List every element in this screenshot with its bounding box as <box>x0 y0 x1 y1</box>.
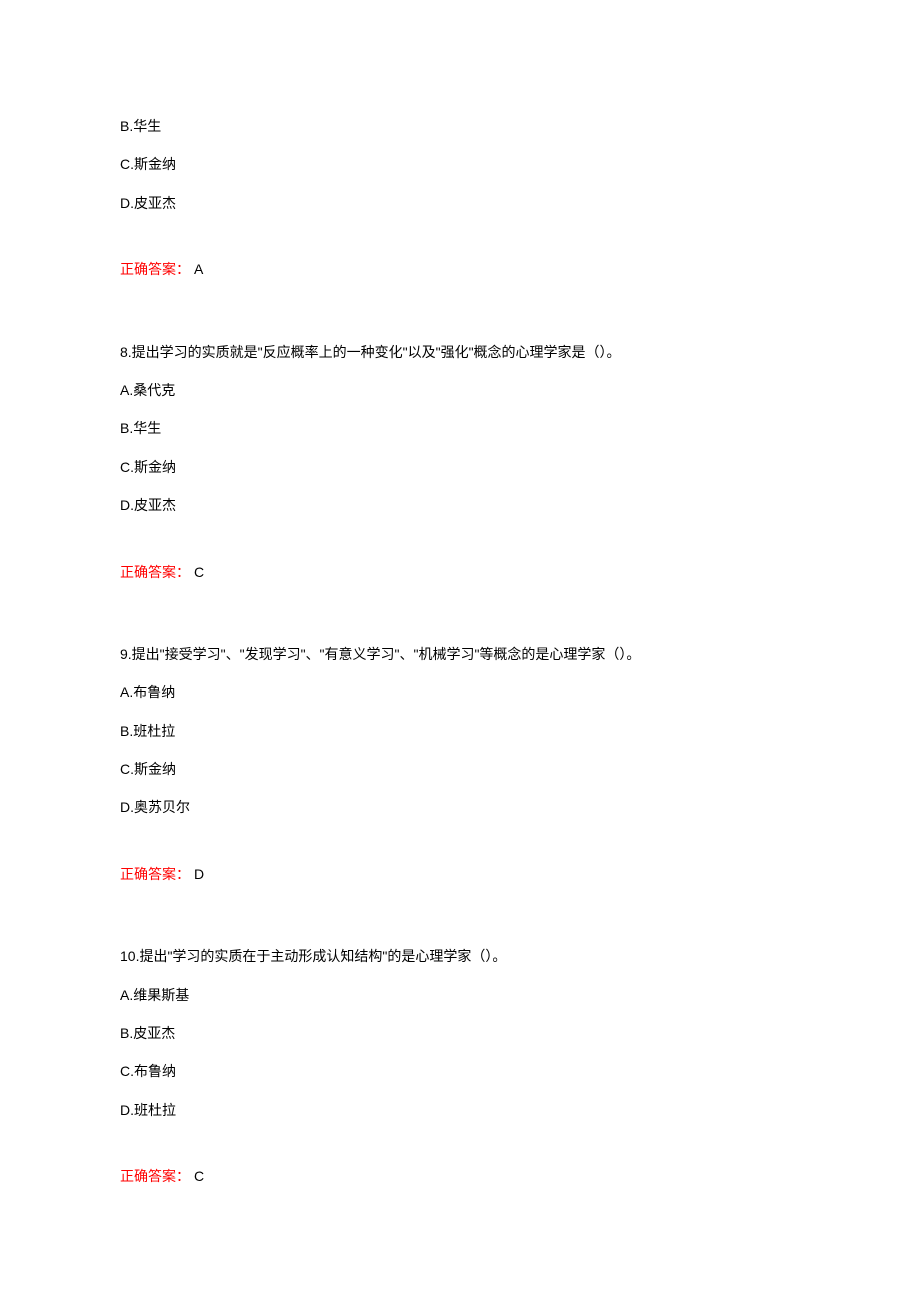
q8-stem: 8.提出学习的实质就是"反应概率上的一种变化"以及"强化"概念的心理学家是（）。 <box>120 341 800 363</box>
q10-option-c: C.布鲁纳 <box>120 1060 800 1082</box>
q8-answer-label: 正确答案： <box>120 564 190 580</box>
q8-answer: 正确答案：C <box>120 561 800 583</box>
q10-stem: 10.提出"学习的实质在于主动形成认知结构"的是心理学家（）。 <box>120 945 800 967</box>
q7-answer: 正确答案：A <box>120 258 800 280</box>
q7-option-c: C.斯金纳 <box>120 153 800 175</box>
q8-option-b: B.华生 <box>120 417 800 439</box>
q7-option-d: D.皮亚杰 <box>120 192 800 214</box>
q7-option-b: B.华生 <box>120 115 800 137</box>
q10-option-a: A.维果斯基 <box>120 984 800 1006</box>
q8-option-a: A.桑代克 <box>120 379 800 401</box>
q9-stem: 9.提出"接受学习"、"发现学习"、"有意义学习"、"机械学习"等概念的是心理学… <box>120 643 800 665</box>
q9-answer-letter: D <box>194 866 204 882</box>
q9-answer-label: 正确答案： <box>120 866 190 882</box>
q10-option-d: D.班杜拉 <box>120 1099 800 1121</box>
q9-answer: 正确答案：D <box>120 863 800 885</box>
q10-option-b: B.皮亚杰 <box>120 1022 800 1044</box>
q7-answer-letter: A <box>194 261 203 277</box>
q9-option-d: D.奥苏贝尔 <box>120 796 800 818</box>
q8-answer-letter: C <box>194 564 204 580</box>
q10-answer-letter: C <box>194 1168 204 1184</box>
q10-answer-label: 正确答案： <box>120 1168 190 1184</box>
q10-answer: 正确答案：C <box>120 1165 800 1187</box>
q7-answer-label: 正确答案： <box>120 261 190 277</box>
q9-option-a: A.布鲁纳 <box>120 681 800 703</box>
q8-option-c: C.斯金纳 <box>120 456 800 478</box>
q9-option-c: C.斯金纳 <box>120 758 800 780</box>
q9-option-b: B.班杜拉 <box>120 720 800 742</box>
q8-option-d: D.皮亚杰 <box>120 494 800 516</box>
